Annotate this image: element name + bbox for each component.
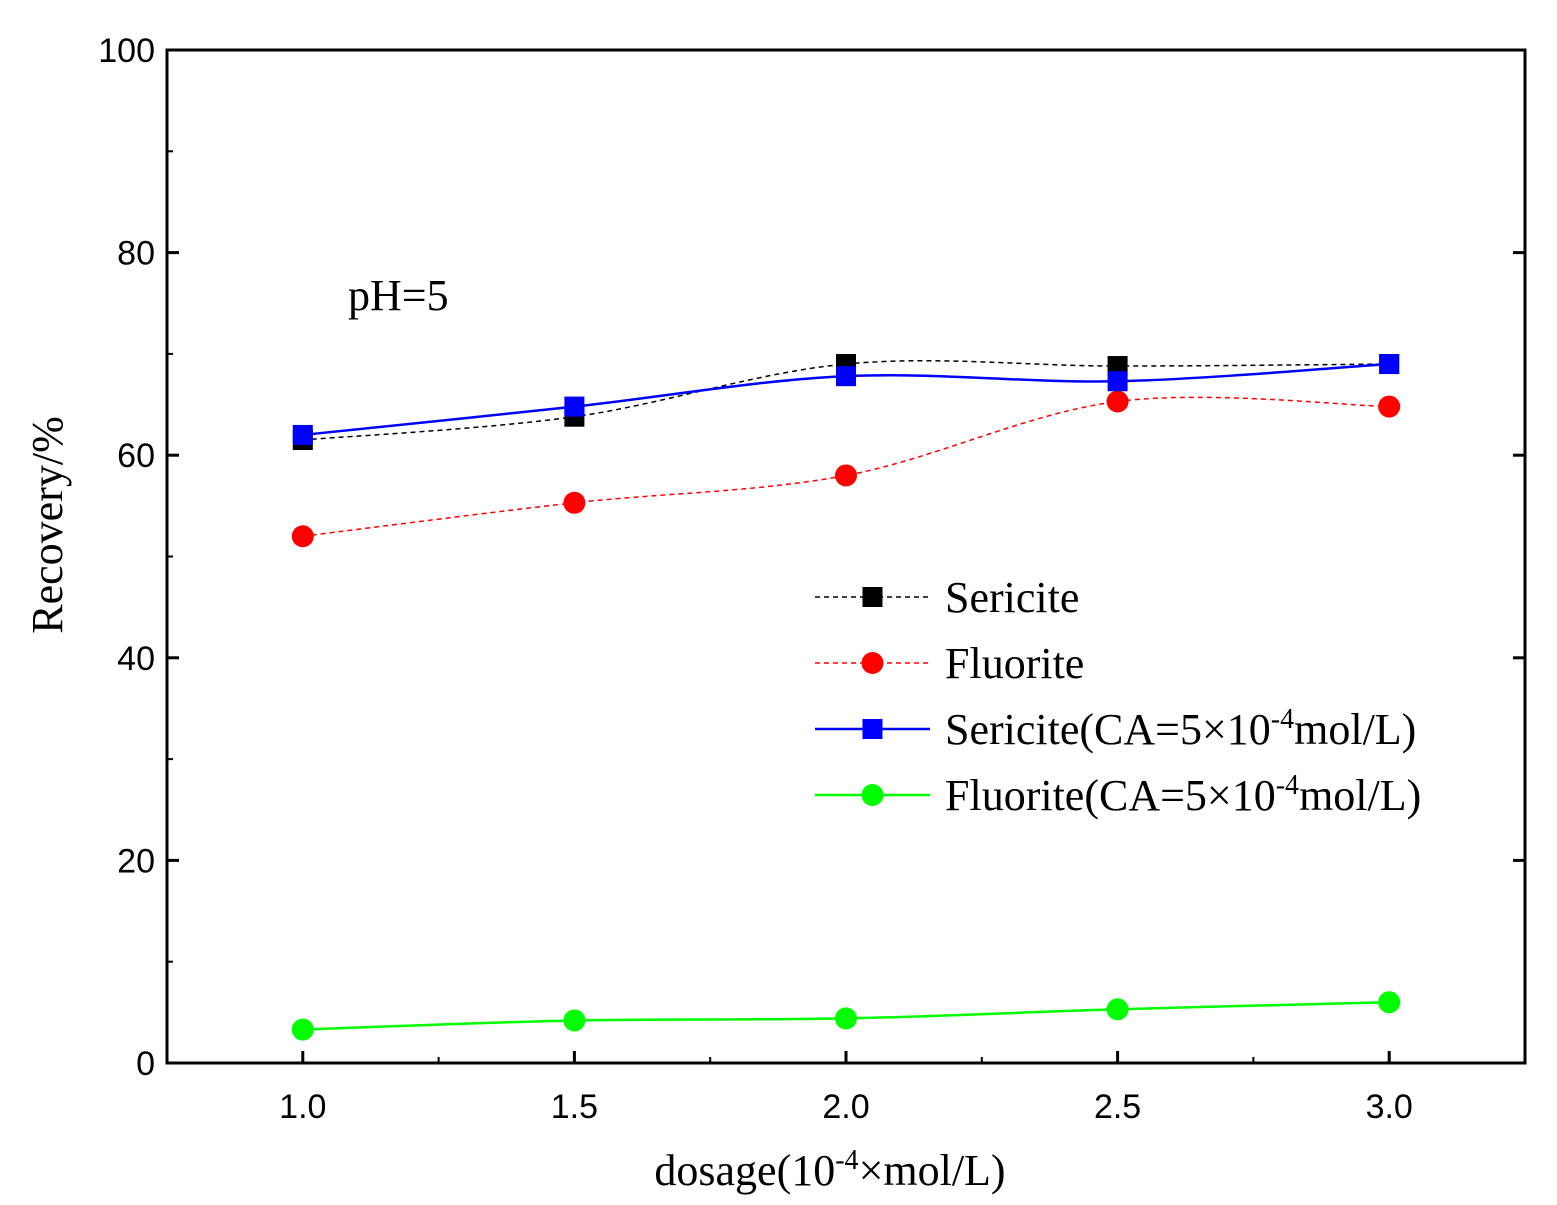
data-point bbox=[1107, 356, 1128, 377]
y-tick-label: 40 bbox=[117, 640, 155, 678]
x-tick-label: 1.5 bbox=[551, 1088, 598, 1126]
legend-label: Fluorite bbox=[945, 639, 1084, 688]
data-point bbox=[1378, 991, 1401, 1014]
x-axis-title-suffix: ×mol/L) bbox=[859, 1146, 1006, 1195]
legend-marker bbox=[862, 719, 883, 739]
legend-label: Fluorite(CA=5×10-4mol/L) bbox=[945, 770, 1421, 820]
data-point bbox=[291, 1018, 314, 1041]
plot-frame bbox=[165, 48, 1527, 1065]
legend-item: Fluorite bbox=[815, 639, 1084, 688]
legend-item: Sericite(CA=5×10-4mol/L) bbox=[815, 704, 1416, 754]
x-axis-title-prefix: dosage(10 bbox=[654, 1146, 835, 1195]
legend-label-sup: -4 bbox=[1276, 770, 1299, 801]
legend-label-prefix: Fluorite bbox=[945, 639, 1084, 688]
legend-marker bbox=[861, 652, 884, 674]
x-axis-title-sup: -4 bbox=[835, 1145, 858, 1176]
legend-item: Fluorite(CA=5×10-4mol/L) bbox=[815, 770, 1421, 820]
annotation-ph: pH=5 bbox=[348, 271, 449, 320]
legend-label: Sericite(CA=5×10-4mol/L) bbox=[945, 704, 1416, 754]
legend-label-suffix: mol/L) bbox=[1294, 705, 1416, 754]
data-point bbox=[1107, 371, 1128, 392]
y-tick-label: 80 bbox=[117, 235, 155, 273]
y-axis: 0 20 40 60 80 100 bbox=[98, 32, 1525, 1083]
data-point bbox=[1106, 390, 1129, 413]
x-tick-label: 2.5 bbox=[1094, 1088, 1141, 1126]
series-layer bbox=[291, 354, 1401, 1041]
legend-label-suffix: mol/L) bbox=[1299, 771, 1421, 820]
legend: SericiteFluoriteSericite(CA=5×10-4mol/L)… bbox=[815, 573, 1421, 820]
data-point bbox=[835, 464, 857, 487]
data-point bbox=[563, 1009, 586, 1032]
legend-label: Sericite bbox=[945, 573, 1079, 622]
legend-label-sup: -4 bbox=[1271, 704, 1294, 735]
x-axis-title: dosage(10-4×mol/L) bbox=[654, 1145, 1005, 1195]
data-point bbox=[836, 366, 856, 387]
data-point bbox=[564, 396, 585, 417]
legend-label-prefix: Fluorite(CA=5×10 bbox=[945, 771, 1276, 820]
data-point bbox=[1378, 395, 1401, 418]
data-point bbox=[835, 1007, 857, 1030]
data-point bbox=[291, 525, 314, 548]
y-tick-label: 20 bbox=[117, 842, 155, 880]
y-tick-label: 0 bbox=[136, 1045, 155, 1083]
x-tick-label: 2.0 bbox=[822, 1088, 869, 1126]
y-tick-label: 60 bbox=[117, 437, 155, 475]
y-tick-label: 100 bbox=[98, 32, 155, 70]
legend-item: Sericite bbox=[815, 573, 1079, 622]
data-point bbox=[292, 424, 313, 445]
legend-marker bbox=[861, 784, 884, 806]
series-2 bbox=[292, 354, 1400, 445]
data-point bbox=[1379, 354, 1400, 375]
series-3 bbox=[291, 991, 1401, 1041]
legend-marker bbox=[862, 587, 883, 607]
legend-label-prefix: Sericite(CA=5×10 bbox=[945, 705, 1271, 754]
x-tick-label: 3.0 bbox=[1366, 1088, 1413, 1126]
legend-label-prefix: Sericite bbox=[945, 573, 1079, 622]
x-tick-label: 1.0 bbox=[279, 1088, 326, 1126]
y-axis-title: Recovery/% bbox=[23, 416, 72, 633]
x-axis: 1.0 1.5 2.0 2.5 3.0 bbox=[279, 1051, 1413, 1126]
data-point bbox=[1106, 998, 1129, 1021]
series-1 bbox=[291, 390, 1401, 548]
data-point bbox=[563, 491, 586, 514]
